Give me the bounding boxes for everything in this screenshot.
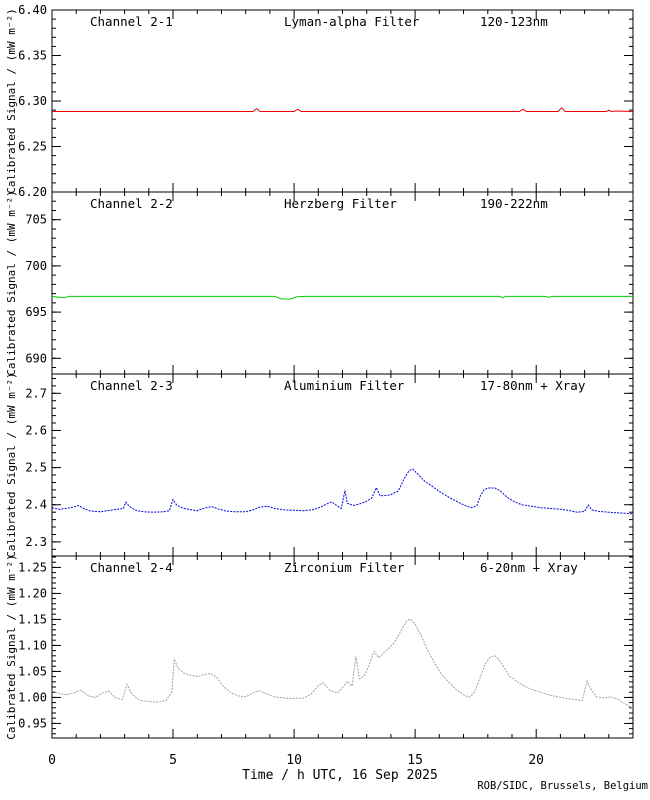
y-tick-label: 695	[25, 305, 47, 319]
y-axis-title: Calibrated Signal / (mW m⁻²)	[5, 372, 18, 557]
y-tick-label: 1.20	[18, 586, 47, 600]
y-tick-label: 2.3	[25, 535, 47, 549]
y-tick-label: 700	[25, 259, 47, 273]
y-tick-label: 6.25	[18, 140, 47, 154]
y-tick-label: 1.15	[18, 612, 47, 626]
y-tick-label: 1.00	[18, 690, 47, 704]
y-tick-label: 690	[25, 351, 47, 365]
y-tick-label: 2.6	[25, 424, 47, 438]
y-tick-label: 1.25	[18, 560, 47, 574]
x-tick-label: 5	[169, 753, 177, 768]
panel-frame	[51, 373, 634, 557]
panel-channel-2-1: 6.20 6.25 6.30 6.35 6.40 Channel 2-1 Lyman-alp…	[5, 3, 634, 199]
channel-label: Channel 2-2	[90, 196, 173, 211]
channel-label: Channel 2-1	[90, 14, 173, 29]
series-channel-2-2	[51, 295, 633, 300]
series-channel-2-3	[51, 468, 634, 515]
band-label: 6-20nm + Xray	[480, 560, 578, 575]
filter-label: Aluminium Filter	[284, 378, 405, 393]
y-tick-label: 6.40	[18, 3, 47, 17]
y-axis-title: Calibrated Signal / (mW m⁻²)	[5, 190, 18, 375]
y-tick-label: 2.4	[25, 498, 47, 512]
y-tick-label: 2.7	[25, 386, 47, 400]
panel-frame	[51, 191, 634, 375]
y-tick-label: 6.35	[18, 49, 47, 63]
channel-label: Channel 2-3	[90, 378, 173, 393]
filter-label: Lyman-alpha Filter	[284, 14, 420, 29]
channel-label: Channel 2-4	[90, 560, 173, 575]
credit-text: ROB/SIDC, Brussels, Belgium	[477, 780, 648, 792]
filter-label: Herzberg Filter	[284, 196, 397, 211]
panel-frame	[51, 9, 634, 193]
series-channel-2-1	[52, 107, 634, 113]
y-tick-label: 1.10	[18, 638, 47, 652]
filter-label: Zirconium Filter	[284, 560, 405, 575]
x-tick-label: 10	[286, 753, 302, 768]
x-tick-label: 15	[407, 753, 423, 768]
band-label: 120-123nm	[480, 14, 548, 29]
y-tick-label: 705	[25, 213, 47, 227]
y-tick-label: 6.20	[18, 185, 47, 199]
x-tick-label: 20	[528, 753, 544, 768]
y-tick-label: 0.95	[18, 716, 47, 730]
panel-frame	[51, 555, 634, 739]
series-channel-2-4	[51, 618, 634, 709]
x-axis-title: Time / h UTC, 16 Sep 2025	[242, 768, 438, 783]
panel-channel-2-2: 690 695 700 705 Channel 2-2 Herzberg Filter 19…	[5, 190, 634, 376]
y-axis-title: Calibrated Signal / (mW m⁻²)	[5, 554, 18, 739]
y-tick-label: 6.30	[18, 94, 47, 108]
y-tick-label: 1.05	[18, 664, 47, 678]
panel-channel-2-3: 2.3 2.4 2.5 2.6 2.7 Channel 2-3 Aluminium Filt…	[5, 372, 634, 558]
y-axis-title: Calibrated Signal / (mW m⁻²)	[5, 8, 18, 193]
y-tick-label: 2.5	[25, 461, 47, 475]
band-label: 17-80nm + Xray	[480, 378, 586, 393]
panel-channel-2-4: 0.95 1.00 1.05 1.10 1.15 1.20 1.25 Channel 2-4 Z…	[5, 554, 634, 740]
x-tick-label: 0	[48, 753, 56, 768]
band-label: 190-222nm	[480, 196, 548, 211]
